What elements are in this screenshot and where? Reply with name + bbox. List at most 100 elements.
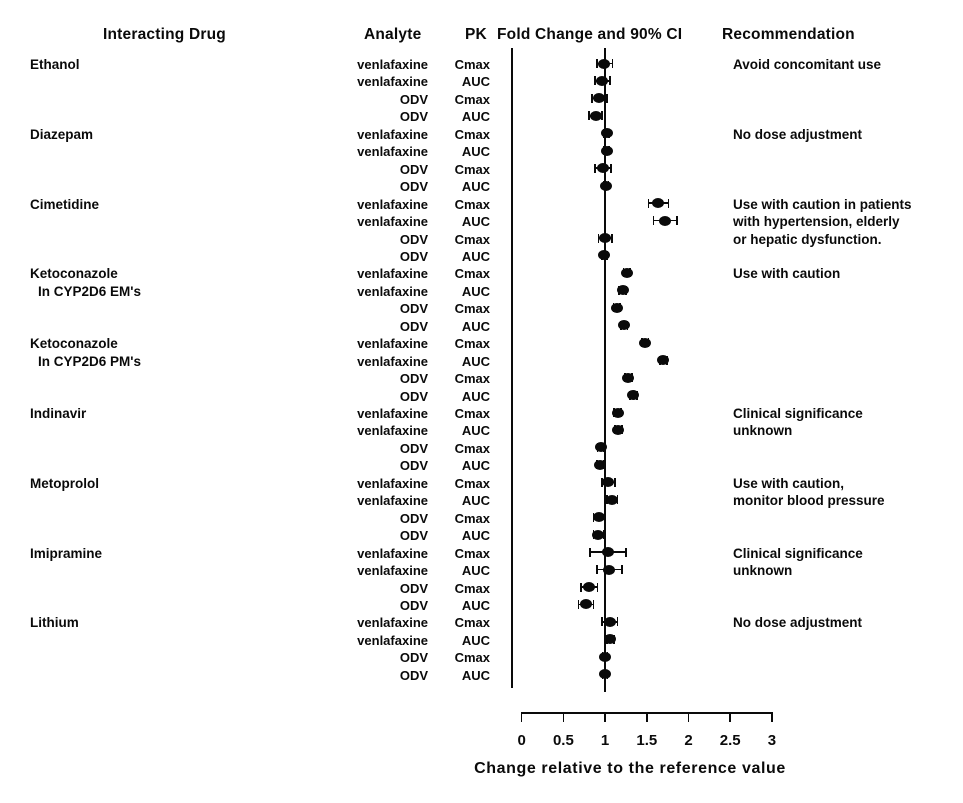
error-bar-cap-high bbox=[592, 599, 595, 609]
x-axis-tick-label: 2 bbox=[684, 732, 693, 749]
analyte-label: venlafaxine bbox=[357, 406, 428, 421]
analyte-label: venlafaxine bbox=[357, 283, 428, 299]
analyte-label: ODV bbox=[399, 179, 428, 195]
forest-point bbox=[599, 180, 612, 191]
parameter-label: AUC bbox=[461, 109, 490, 125]
parameter-label: AUC bbox=[461, 597, 490, 613]
forest-point bbox=[610, 302, 623, 313]
x-axis-title: Change relative to the reference value bbox=[474, 760, 786, 777]
drug-label: Lithium bbox=[30, 615, 79, 631]
forest-point bbox=[605, 494, 618, 505]
parameter-label: Cmax bbox=[454, 57, 490, 72]
analyte-label: ODV bbox=[399, 580, 428, 596]
column-header-interacting-drug: Interacting Drug bbox=[103, 26, 226, 43]
forest-point bbox=[622, 372, 635, 383]
forest-point bbox=[611, 407, 624, 418]
parameter-label: AUC bbox=[461, 144, 490, 160]
forest-point bbox=[612, 424, 625, 435]
x-axis-tick-label: 0 bbox=[517, 732, 526, 749]
analyte-label: ODV bbox=[399, 231, 428, 247]
parameter-label: Cmax bbox=[454, 266, 490, 282]
recommendation-text: monitor blood pressure bbox=[733, 493, 885, 509]
parameter-label: AUC bbox=[461, 214, 490, 230]
error-bar-cap-high bbox=[620, 565, 623, 575]
x-axis-tick-label: 2.5 bbox=[719, 732, 741, 749]
recommendation-text: unknown bbox=[733, 423, 793, 439]
parameter-label: Cmax bbox=[454, 510, 490, 526]
error-bar-cap-low bbox=[590, 93, 593, 103]
parameter-label: Cmax bbox=[454, 126, 490, 142]
error-bar-cap-low bbox=[600, 617, 603, 627]
x-axis-tick bbox=[562, 712, 565, 722]
error-bar-cap-low bbox=[594, 76, 596, 86]
parameter-label: Cmax bbox=[454, 650, 490, 666]
drug-label: Ethanol bbox=[30, 57, 80, 72]
column-header-pk: PK bbox=[465, 26, 487, 43]
analyte-label: venlafaxine bbox=[357, 266, 428, 282]
analyte-label: ODV bbox=[399, 371, 428, 387]
error-bar-cap-high bbox=[625, 547, 627, 557]
error-bar-cap-high bbox=[614, 477, 616, 487]
error-bar-cap-low bbox=[594, 163, 596, 173]
analyte-label: ODV bbox=[399, 91, 428, 107]
forest-point bbox=[620, 267, 633, 278]
forest-point bbox=[604, 616, 617, 627]
forest-point bbox=[652, 198, 665, 209]
error-bar-cap-low bbox=[600, 477, 603, 487]
analyte-label: ODV bbox=[399, 597, 428, 613]
analyte-label: venlafaxine bbox=[357, 475, 428, 491]
drug-label: Metoprolol bbox=[30, 475, 99, 491]
x-axis-tick-label: 1 bbox=[600, 732, 610, 749]
analyte-label: venlafaxine bbox=[357, 126, 428, 142]
forest-point bbox=[603, 564, 616, 575]
forest-point bbox=[602, 547, 615, 558]
drug-label: Imipramine bbox=[30, 545, 103, 561]
analyte-label: ODV bbox=[399, 458, 428, 474]
x-axis-tick-label: 0.5 bbox=[552, 732, 574, 749]
analyte-label: venlafaxine bbox=[357, 563, 428, 579]
forest-point bbox=[598, 250, 611, 261]
error-bar-cap-high bbox=[609, 76, 611, 86]
error-bar-cap-low bbox=[588, 111, 591, 121]
error-bar-cap-high bbox=[610, 233, 613, 243]
recommendation-text: Use with caution, bbox=[733, 475, 845, 491]
parameter-label: AUC bbox=[461, 353, 490, 369]
parameter-label: Cmax bbox=[454, 615, 490, 631]
column-header-analyte: Analyte bbox=[364, 26, 422, 43]
x-axis-tick bbox=[729, 712, 731, 722]
forest-point bbox=[659, 215, 672, 226]
parameter-label: Cmax bbox=[454, 91, 490, 107]
forest-point bbox=[583, 582, 596, 592]
forest-point bbox=[594, 442, 607, 453]
error-bar-cap-low bbox=[595, 59, 598, 68]
analyte-label: ODV bbox=[399, 301, 428, 317]
error-bar-cap-low bbox=[589, 547, 591, 557]
parameter-label: AUC bbox=[461, 493, 490, 509]
x-axis-tick bbox=[520, 712, 523, 722]
parameter-label: Cmax bbox=[454, 406, 490, 421]
parameter-label: AUC bbox=[461, 283, 490, 299]
recommendation-text: Use with caution bbox=[733, 266, 841, 282]
forest-point bbox=[599, 233, 612, 243]
analyte-label: venlafaxine bbox=[357, 196, 428, 212]
x-axis-tick-label: 1.5 bbox=[636, 732, 658, 749]
forest-point bbox=[657, 355, 670, 366]
analyte-label: ODV bbox=[399, 510, 428, 526]
forest-point bbox=[618, 320, 631, 331]
forest-point bbox=[627, 390, 640, 401]
error-bar-cap-high bbox=[605, 93, 608, 103]
analyte-label: ODV bbox=[399, 318, 428, 334]
column-header-recommendation: Recommendation bbox=[722, 26, 855, 43]
error-bar-cap-high bbox=[604, 512, 606, 522]
drug-label: In CYP2D6 PM's bbox=[38, 353, 141, 369]
x-axis-tick bbox=[687, 712, 690, 722]
analyte-label: venlafaxine bbox=[357, 336, 428, 352]
drug-label: Ketoconazole bbox=[30, 266, 118, 282]
parameter-label: AUC bbox=[461, 74, 490, 90]
x-axis-tick bbox=[604, 712, 606, 722]
forest-point bbox=[599, 669, 612, 680]
forest-point bbox=[594, 459, 607, 470]
forest-point bbox=[639, 337, 652, 348]
error-bar-cap-low bbox=[595, 565, 598, 575]
